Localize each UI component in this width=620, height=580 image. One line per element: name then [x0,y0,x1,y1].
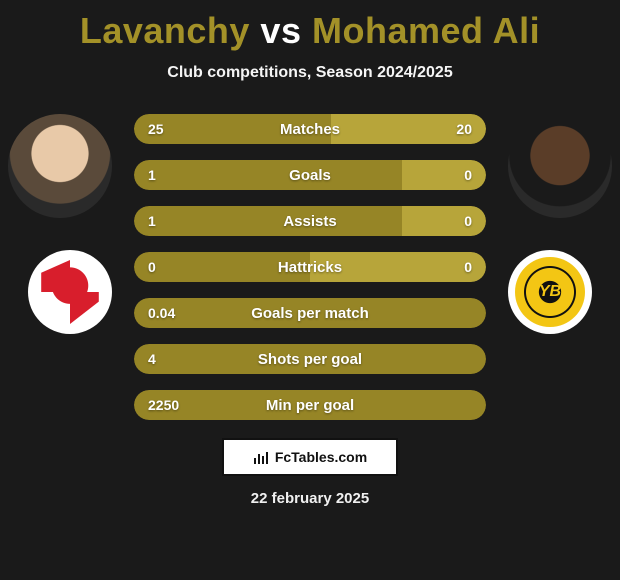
stat-value-right: 0 [450,252,486,282]
stat-row: 0.04Goals per match [134,298,486,328]
stat-value-left: 2250 [134,390,193,420]
stat-value-left: 25 [134,114,178,144]
bar-chart-icon [253,450,271,464]
stat-row: 4Shots per goal [134,344,486,374]
fc-sion-crest-icon [38,260,102,324]
stat-row: 2250Min per goal [134,390,486,420]
stat-value-right: 0 [450,206,486,236]
page-title: Lavanchy vs Mohamed Ali [0,0,620,52]
stat-value-left: 4 [134,344,170,374]
stat-value-left: 1 [134,206,170,236]
player2-name: Mohamed Ali [312,10,540,51]
stat-bar-left [134,206,402,236]
site-name: FcTables.com [275,449,367,465]
stat-bar-left [134,344,486,374]
comparison-panel: YB 2520Matches10Goals10Assists00Hattrick… [0,114,620,507]
vs-text: vs [260,10,301,51]
stat-row: 00Hattricks [134,252,486,282]
stat-value-left: 1 [134,160,170,190]
site-badge: FcTables.com [222,438,398,476]
stat-value-left: 0 [134,252,170,282]
player1-club-crest [28,250,112,334]
stat-value-left: 0.04 [134,298,189,328]
stat-row: 2520Matches [134,114,486,144]
date-label: 22 february 2025 [0,490,620,507]
player2-club-crest: YB [508,250,592,334]
subtitle: Club competitions, Season 2024/2025 [0,64,620,82]
player1-name: Lavanchy [80,10,250,51]
stat-row: 10Goals [134,160,486,190]
stat-value-right: 20 [442,114,486,144]
player2-avatar [508,114,612,218]
player1-avatar [8,114,112,218]
stat-value-right: 0 [450,160,486,190]
stat-bar-left [134,160,402,190]
stats-bars: 2520Matches10Goals10Assists00Hattricks0.… [134,114,486,420]
stat-row: 10Assists [134,206,486,236]
young-boys-crest-icon: YB [515,257,585,327]
